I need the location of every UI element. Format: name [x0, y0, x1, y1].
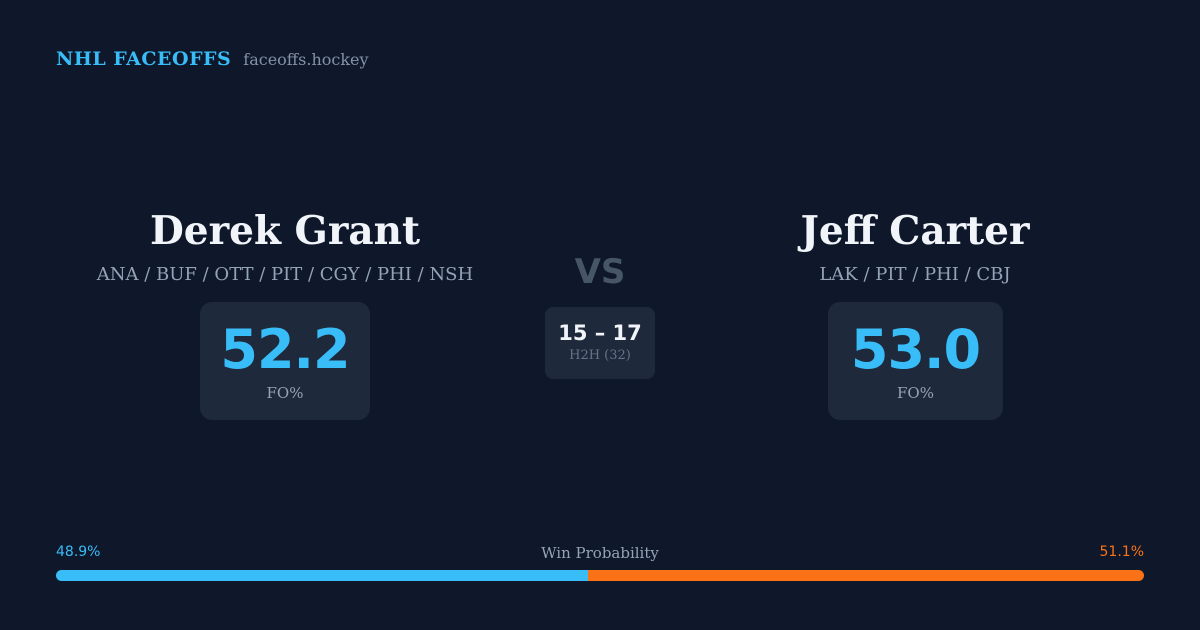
player-left-name: Derek Grant [149, 208, 421, 254]
player-right: Jeff Carter LAK / PIT / PHI / CBJ [695, 204, 1135, 288]
player-right-teams: LAK / PIT / PHI / CBJ [819, 264, 1011, 285]
win-probability-left-value: 48.9% [56, 544, 101, 560]
player-right-fo-label: FO% [897, 384, 934, 402]
player-left-stat-card: 52.2 FO% [200, 302, 370, 420]
player-left-fo-value: 52.2 [220, 318, 350, 381]
header: NHL FACEOFFS faceoffs.hockey [56, 48, 369, 70]
player-right-stat-card: 53.0 FO% [828, 302, 1003, 420]
player-right-name: Jeff Carter [800, 208, 1030, 254]
player-left: Derek Grant ANA / BUF / OTT / PIT / CGY … [65, 204, 505, 288]
win-probability-title: Win Probability [541, 544, 659, 562]
win-probability-bar-right-fill [588, 570, 1144, 581]
versus-label: VS [574, 252, 626, 292]
player-right-fo-value: 53.0 [850, 318, 981, 381]
head-to-head-card: 15 – 17 H2H (32) [545, 307, 655, 379]
player-left-fo-label: FO% [266, 384, 304, 402]
head-to-head-score: 15 – 17 [558, 321, 642, 345]
win-probability-labels: 48.9% Win Probability 51.1% [56, 544, 1144, 564]
site-url: faceoffs.hockey [243, 50, 369, 69]
win-probability-bar-left-fill [56, 570, 589, 581]
player-left-teams: ANA / BUF / OTT / PIT / CGY / PHI / NSH [96, 264, 474, 285]
win-probability-bar [56, 570, 1144, 581]
brand-title: NHL FACEOFFS [56, 48, 232, 70]
win-probability-right-value: 51.1% [1099, 544, 1144, 560]
head-to-head-label: H2H (32) [569, 348, 631, 363]
